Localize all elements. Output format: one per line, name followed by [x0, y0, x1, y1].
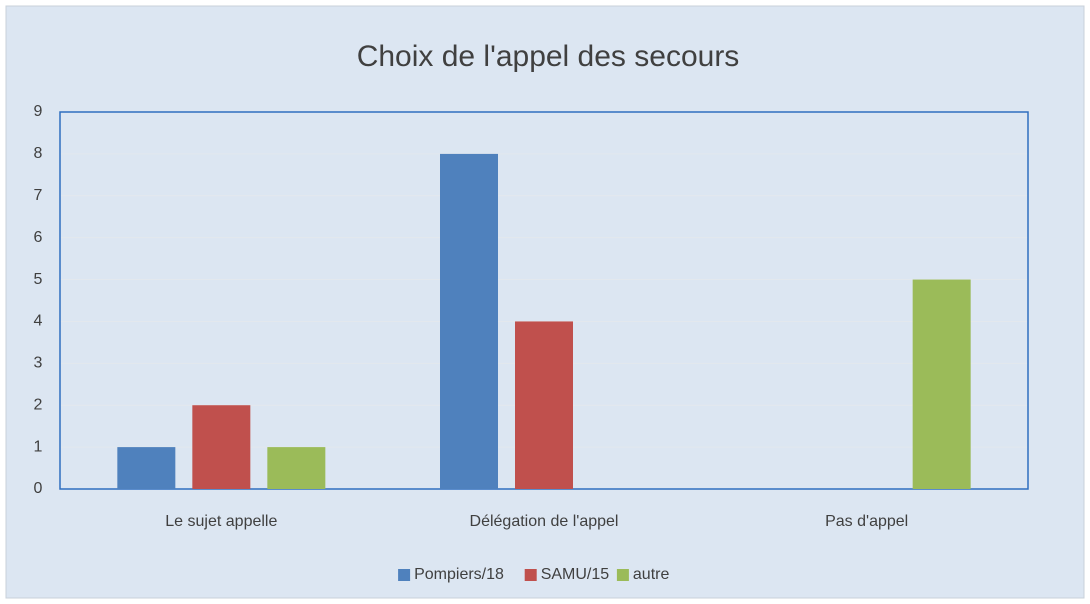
bar: [440, 153, 498, 489]
y-tick-label: 4: [34, 313, 43, 330]
bar: [192, 405, 251, 489]
y-tick-label: 7: [34, 187, 43, 204]
y-tick-label: 0: [34, 480, 43, 497]
chart-title: Choix de l'appel des secours: [357, 40, 740, 73]
y-tick-label: 6: [34, 229, 43, 246]
chart-background: [5, 5, 1085, 599]
legend-label: SAMU/15: [541, 566, 610, 583]
x-tick-label: Pas d'appel: [825, 513, 908, 530]
legend-swatch: [398, 569, 411, 581]
y-tick-label: 8: [34, 145, 43, 162]
y-tick-label: 3: [34, 355, 43, 372]
bar: [267, 447, 326, 489]
legend-swatch: [616, 569, 629, 581]
legend-swatch: [524, 569, 537, 581]
y-tick-label: 5: [34, 271, 43, 288]
y-tick-label: 1: [34, 438, 43, 455]
legend-label: autre: [633, 566, 670, 583]
x-tick-label: Délégation de l'appel: [470, 513, 619, 530]
y-tick-label: 9: [34, 103, 43, 120]
bar: [117, 447, 176, 489]
y-tick-label: 2: [34, 396, 43, 413]
legend-label: Pompiers/18: [414, 566, 504, 583]
bar: [912, 279, 971, 489]
x-tick-label: Le sujet appelle: [165, 513, 277, 530]
bar: [515, 321, 573, 489]
